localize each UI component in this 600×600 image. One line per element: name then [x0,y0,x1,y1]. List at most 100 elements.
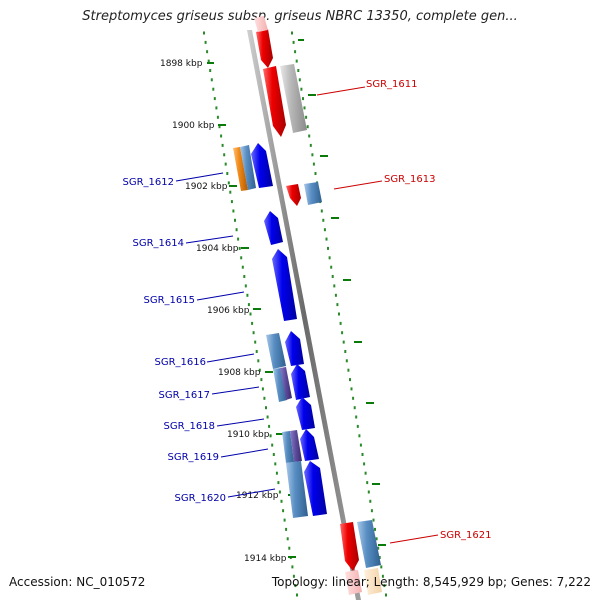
track-dot [221,143,224,147]
track-dot [224,162,227,166]
gene-label[interactable]: SGR_1613 [384,174,436,185]
callout-line [227,488,276,498]
track-dot [251,321,254,325]
callout-line [333,180,383,190]
gene-arrow-pink[interactable] [254,16,268,32]
gene-arrow-reverse[interactable] [264,211,283,245]
track-dot [330,265,333,269]
gene-label[interactable]: SGR_1620 [175,493,227,504]
track-dot [220,134,223,138]
track-dot [334,293,337,297]
ruler-label: 1912 kbp [236,491,279,501]
gene-arrow-lightblue[interactable] [282,431,294,463]
track-dot [323,228,326,232]
gene-arrow-purple[interactable] [290,430,302,462]
track-dot [294,584,297,588]
callout-line [216,418,265,427]
track-dot [374,527,376,531]
ruler-ticks [207,39,386,558]
gene-label[interactable]: SGR_1619 [168,452,220,463]
track-dot [243,275,246,278]
track-dot [212,87,215,91]
ruler-label: 1906 kbp [207,306,250,316]
track-dot [322,218,325,222]
gene-arrow-lightblue[interactable] [357,520,381,568]
gene-labels-left: SGR_1612 SGR_1614 SGR_1615 SGR_1616 SGR_… [123,177,227,504]
track-dot [258,368,261,372]
gene-arrow-reverse[interactable] [285,331,304,366]
ruler-label: 1914 kbp [244,554,287,564]
track-dot [342,340,345,344]
gene-arrow-lightblue[interactable] [266,333,286,369]
track-dot [300,87,303,91]
track-dot [336,303,339,307]
track-dot [252,331,255,335]
track-dot [292,574,295,578]
track-dot [308,134,311,138]
gene-arrow-forward[interactable] [340,522,359,571]
gene-arrow-orange[interactable] [233,147,248,191]
gene-arrow-forward[interactable] [263,66,286,137]
gene-arrow-reverse[interactable] [296,397,315,430]
gene-label[interactable]: SGR_1611 [366,79,418,90]
track-dot [355,415,358,419]
gene-arrow-reverse[interactable] [251,143,273,188]
callout-line [206,353,255,363]
track-dot [283,518,286,522]
gene-arrow-lightblue[interactable] [304,182,322,205]
track-dot [223,153,226,157]
track-dot [269,434,272,438]
gene-arrow-purple[interactable] [280,367,292,400]
gene-label[interactable]: SGR_1616 [155,357,207,368]
gene-label[interactable]: SGR_1617 [159,390,211,401]
gene-label[interactable]: SGR_1612 [123,177,175,188]
track-dot [235,228,238,232]
callout-line [211,386,260,395]
track-dot [347,368,350,372]
track-dot [309,143,312,147]
track-dot [306,125,309,129]
gene-arrow-lightblue[interactable] [273,368,287,402]
track-dot [268,424,271,428]
gene-arrow-pink[interactable] [345,570,362,595]
track-dot [230,200,233,204]
track-dot [302,97,304,101]
gene-arrow-lightblue[interactable] [286,461,308,518]
gene-arrow-reverse[interactable] [272,249,297,321]
ruler-label: 1898 kbp [160,59,203,69]
track-dot [249,312,252,316]
gene-arrow-forward[interactable] [286,184,301,206]
track-dot [305,115,308,119]
track-dot [213,97,216,101]
track-dot [356,424,359,428]
track-dot [291,565,294,569]
track-dot [370,509,373,513]
gene-arrow-peach[interactable] [364,568,382,595]
gene-label[interactable]: SGR_1618 [164,421,216,432]
track-dot [291,31,293,35]
gene-arrow-reverse[interactable] [300,429,319,461]
gene-arrow-gray[interactable] [280,64,307,133]
track-dot [209,69,212,72]
track-dot [339,321,342,325]
track-dot [204,40,207,44]
gene-arrow-reverse[interactable] [291,364,310,400]
gene-label[interactable]: SGR_1614 [133,238,185,249]
gene-label[interactable]: SGR_1621 [440,530,492,541]
track-dot [372,518,375,522]
track-dot [238,246,241,250]
track-dot [277,481,280,485]
track-dot [311,153,314,157]
track-dot [282,509,285,513]
gene-label[interactable]: SGR_1615 [144,295,196,306]
track-dot [280,499,283,503]
track-dot [375,537,378,541]
track-dot [297,69,300,72]
gene-arrow-reverse[interactable] [304,461,327,516]
gene-arrow-lightblue[interactable] [240,145,256,190]
gene-arrow-forward[interactable] [256,29,273,68]
track-dot [257,359,260,363]
track-dot [298,78,301,82]
track-dot [385,593,387,597]
